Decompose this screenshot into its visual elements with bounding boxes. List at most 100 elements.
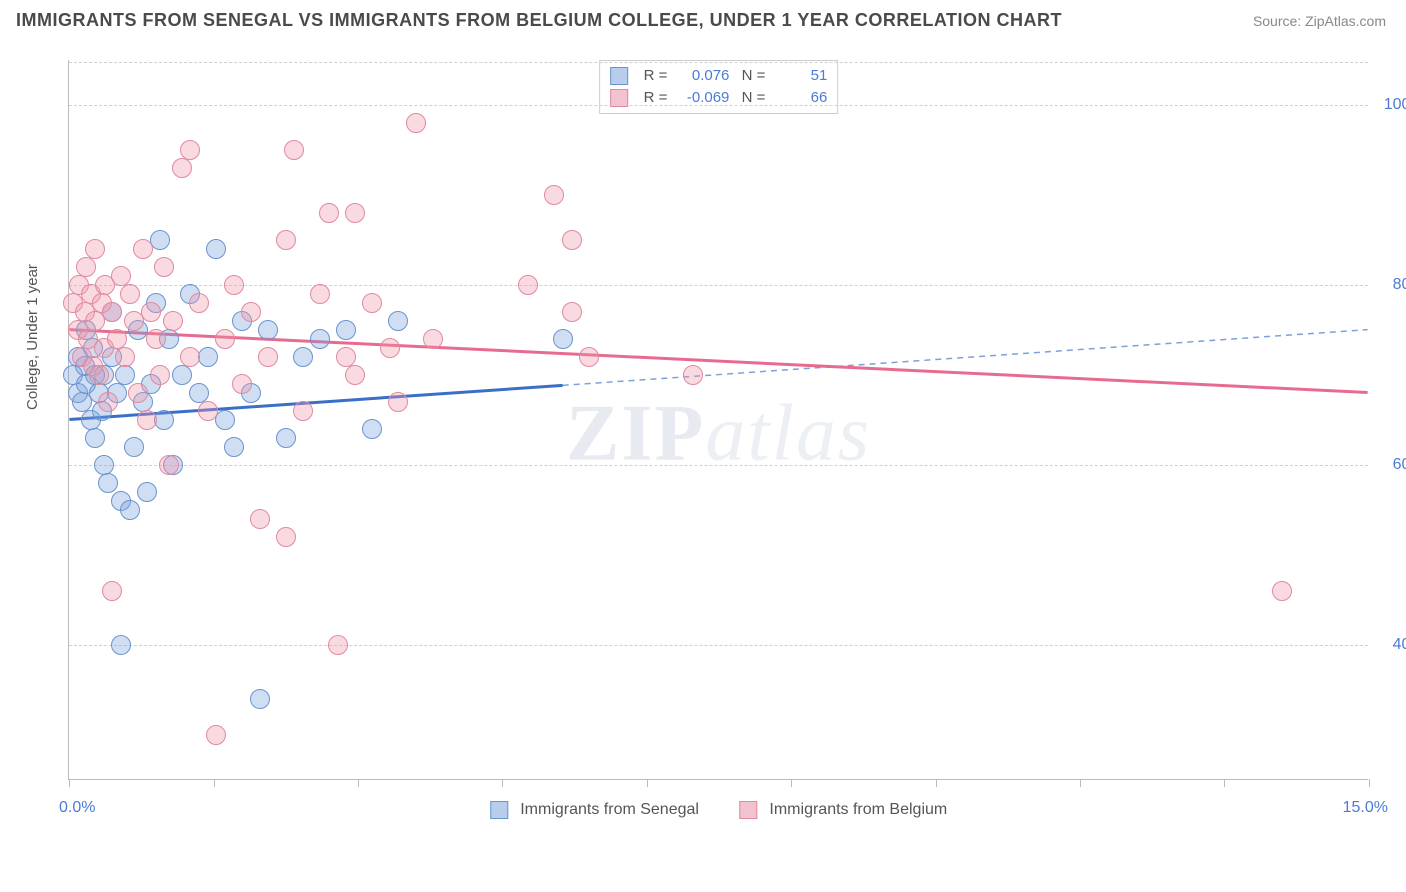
- x-tick: [358, 779, 359, 787]
- gridline-h: [69, 105, 1368, 106]
- scatter-point: [224, 437, 244, 457]
- scatter-point: [133, 239, 153, 259]
- scatter-point: [150, 230, 170, 250]
- scatter-point: [172, 365, 192, 385]
- scatter-point: [94, 455, 114, 475]
- scatter-point: [137, 410, 157, 430]
- scatter-point: [345, 365, 365, 385]
- scatter-point: [224, 275, 244, 295]
- scatter-point: [98, 392, 118, 412]
- scatter-point: [137, 482, 157, 502]
- scatter-point: [111, 266, 131, 286]
- scatter-point: [336, 320, 356, 340]
- scatter-point: [293, 401, 313, 421]
- scatter-point: [89, 365, 109, 385]
- scatter-point: [258, 347, 278, 367]
- x-axis-max-label: 15.0%: [1343, 799, 1388, 817]
- x-tick: [214, 779, 215, 787]
- scatter-point: [189, 383, 209, 403]
- x-tick: [1080, 779, 1081, 787]
- x-axis-min-label: 0.0%: [59, 799, 95, 817]
- scatter-point: [146, 329, 166, 349]
- scatter-point: [518, 275, 538, 295]
- scatter-point: [319, 203, 339, 223]
- trend-lines-layer: [69, 60, 1368, 779]
- scatter-point: [276, 428, 296, 448]
- scatter-point: [98, 473, 118, 493]
- scatter-point: [124, 437, 144, 457]
- scatter-point: [102, 302, 122, 322]
- scatter-point: [336, 347, 356, 367]
- scatter-point: [172, 158, 192, 178]
- chart-title: IMMIGRANTS FROM SENEGAL VS IMMIGRANTS FR…: [16, 10, 1062, 31]
- scatter-point: [310, 329, 330, 349]
- swatch-senegal: [610, 67, 628, 85]
- scatter-point: [180, 347, 200, 367]
- x-tick: [502, 779, 503, 787]
- scatter-point: [150, 365, 170, 385]
- scatter-point: [102, 581, 122, 601]
- y-tick-label: 100.0%: [1378, 96, 1406, 114]
- scatter-point: [76, 257, 96, 277]
- scatter-point: [423, 329, 443, 349]
- scatter-point: [198, 401, 218, 421]
- legend-item-belgium: Immigrants from Belgium: [739, 801, 947, 819]
- scatter-point: [241, 302, 261, 322]
- scatter-point: [276, 230, 296, 250]
- gridline-h: [69, 285, 1368, 286]
- scatter-point: [276, 527, 296, 547]
- source-label: Source: ZipAtlas.com: [1253, 13, 1386, 29]
- scatter-point: [206, 239, 226, 259]
- y-axis-label: College, Under 1 year: [24, 264, 41, 410]
- scatter-point: [250, 509, 270, 529]
- scatter-point: [215, 410, 235, 430]
- scatter-point: [406, 113, 426, 133]
- scatter-point: [85, 239, 105, 259]
- scatter-point: [163, 311, 183, 331]
- swatch-senegal: [490, 801, 508, 819]
- scatter-point: [107, 329, 127, 349]
- scatter-point: [579, 347, 599, 367]
- scatter-point: [1272, 581, 1292, 601]
- x-tick: [936, 779, 937, 787]
- chart-header: IMMIGRANTS FROM SENEGAL VS IMMIGRANTS FR…: [0, 0, 1406, 37]
- scatter-point: [154, 257, 174, 277]
- scatter-point: [85, 428, 105, 448]
- stats-row-senegal: R = 0.076 N = 51: [610, 65, 828, 87]
- scatter-point: [215, 329, 235, 349]
- r-value-senegal: 0.076: [675, 65, 729, 87]
- scatter-point: [141, 302, 161, 322]
- scatter-point: [683, 365, 703, 385]
- scatter-point: [544, 185, 564, 205]
- scatter-point: [362, 293, 382, 313]
- x-tick: [647, 779, 648, 787]
- scatter-point: [328, 635, 348, 655]
- scatter-point: [120, 284, 140, 304]
- scatter-point: [284, 140, 304, 160]
- scatter-point: [111, 635, 131, 655]
- y-tick-label: 80.0%: [1378, 276, 1406, 294]
- scatter-point: [562, 302, 582, 322]
- scatter-point: [232, 374, 252, 394]
- scatter-point: [345, 203, 365, 223]
- chart-container: College, Under 1 year ZIPatlas 0.0% 15.0…: [44, 50, 1384, 820]
- scatter-point: [128, 383, 148, 403]
- y-tick-label: 60.0%: [1378, 456, 1406, 474]
- x-tick: [69, 779, 70, 787]
- plot-area: ZIPatlas 0.0% 15.0% R = 0.076 N = 51 R =…: [68, 60, 1368, 780]
- scatter-point: [115, 365, 135, 385]
- scatter-point: [198, 347, 218, 367]
- legend-item-senegal: Immigrants from Senegal: [490, 801, 699, 819]
- scatter-point: [258, 320, 278, 340]
- scatter-point: [250, 689, 270, 709]
- scatter-point: [380, 338, 400, 358]
- scatter-point: [189, 293, 209, 313]
- n-value-senegal: 51: [773, 65, 827, 87]
- legend-label: Immigrants from Senegal: [520, 801, 699, 818]
- scatter-point: [362, 419, 382, 439]
- gridline-h: [69, 62, 1368, 63]
- legend-label: Immigrants from Belgium: [769, 801, 947, 818]
- scatter-point: [120, 500, 140, 520]
- scatter-point: [553, 329, 573, 349]
- series-legend: Immigrants from Senegal Immigrants from …: [490, 801, 947, 819]
